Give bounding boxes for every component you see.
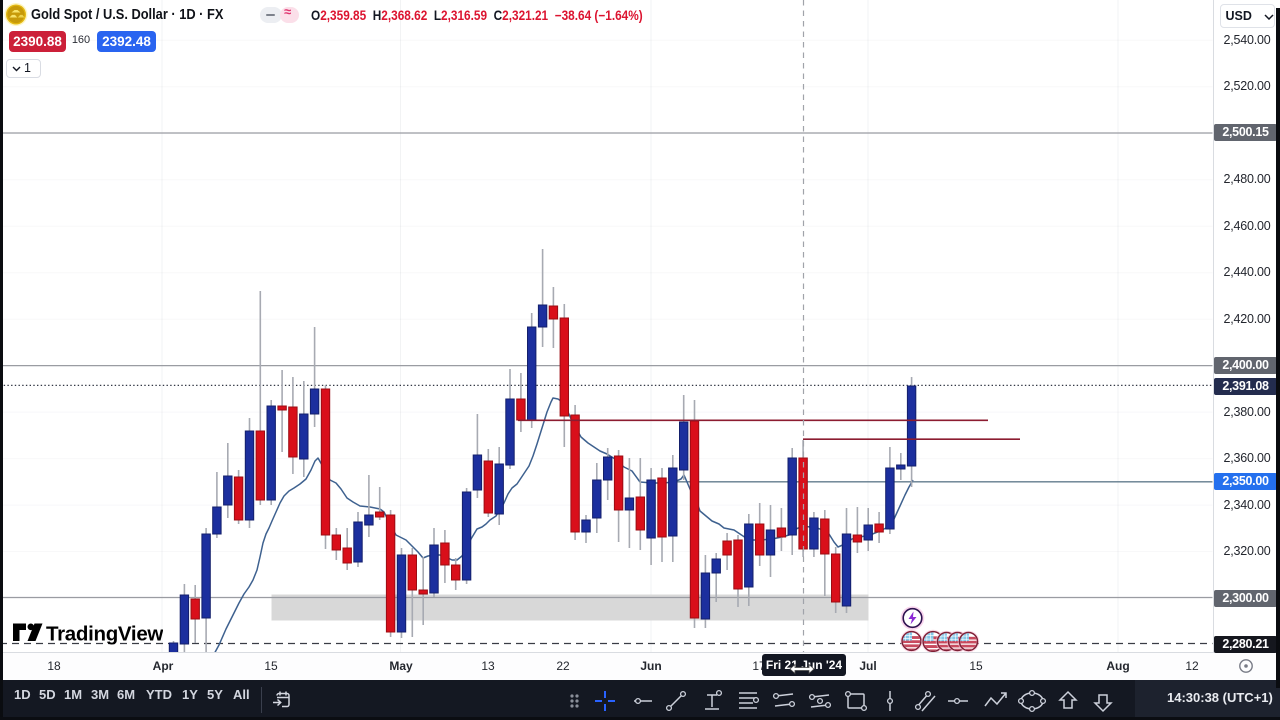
svg-text:TradingView: TradingView (46, 623, 163, 646)
